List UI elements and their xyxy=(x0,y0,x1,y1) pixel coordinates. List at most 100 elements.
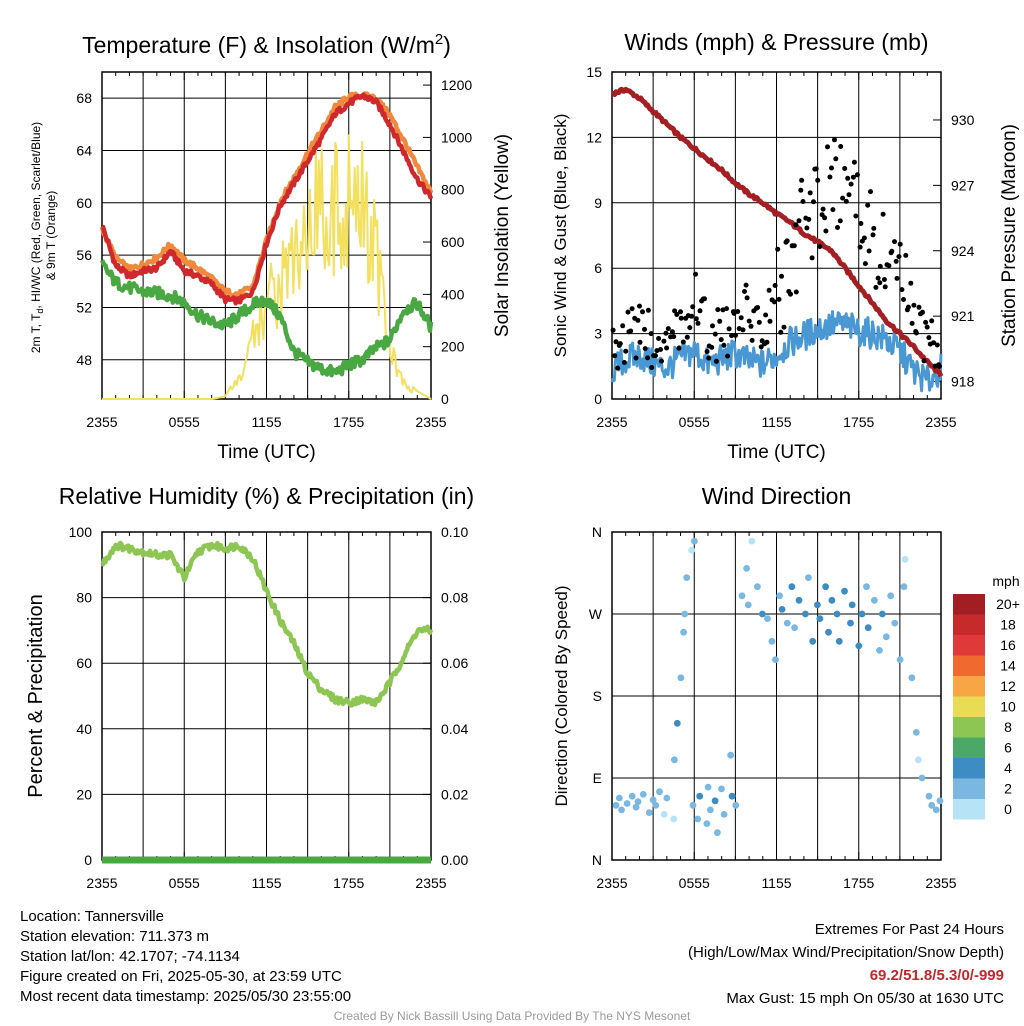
gust-point xyxy=(865,202,871,208)
footer-location: Location: Tannersville xyxy=(20,908,164,925)
x-tick-label: 0555 xyxy=(169,875,200,891)
x-tick-label: 0555 xyxy=(679,414,710,430)
gust-point xyxy=(840,195,846,201)
gust-point xyxy=(767,318,773,324)
direction-point xyxy=(660,811,668,818)
credit-line: Created By Nick Bassill Using Data Provi… xyxy=(333,1009,691,1023)
direction-point xyxy=(876,647,883,654)
gust-point xyxy=(870,232,876,238)
direction-point xyxy=(623,800,631,807)
gust-point xyxy=(811,199,816,205)
gust-point xyxy=(896,254,902,260)
gust-point xyxy=(923,319,929,325)
legend-swatch xyxy=(953,717,985,738)
direction-point xyxy=(696,792,704,800)
legend-swatch xyxy=(953,737,985,758)
pressure-y-tick-label: 930 xyxy=(951,112,975,128)
insolation-y-tick-label: 0 xyxy=(441,391,449,407)
legend-label: 18 xyxy=(1000,617,1016,633)
direction-point xyxy=(732,801,740,809)
gust-point xyxy=(620,323,626,329)
gust-point xyxy=(873,284,879,290)
gust-point xyxy=(637,303,642,309)
gust-point xyxy=(911,302,917,308)
direction-point xyxy=(816,615,824,622)
gust-point xyxy=(709,344,715,350)
x-tick-label: 1755 xyxy=(843,875,874,891)
chart-title-temperature: Temperature (F) & Insolation (W/m2) xyxy=(82,31,451,58)
precip-y-tick-label: 0.08 xyxy=(441,590,468,606)
y-axis-label-temperature-line2: & 9m T (Orange) xyxy=(44,191,58,281)
direction-point xyxy=(615,794,623,802)
gust-point xyxy=(850,174,856,180)
chart-title-humidity: Relative Humidity (%) & Precipitation (i… xyxy=(59,483,474,509)
direction-point xyxy=(681,610,689,618)
wind-y-tick-label: 12 xyxy=(586,129,602,145)
direction-point xyxy=(634,798,642,806)
direction-point xyxy=(932,806,940,814)
direction-y-tick-label: N xyxy=(592,852,602,868)
gust-point xyxy=(637,339,643,345)
x-tick-label: 1155 xyxy=(251,414,281,430)
gust-point xyxy=(756,319,762,325)
legend-label: 12 xyxy=(1000,678,1016,694)
legend-label: 4 xyxy=(1004,760,1012,776)
insolation-y-tick-label: 200 xyxy=(441,339,465,355)
x-tick-label: 2355 xyxy=(925,414,956,430)
gust-point xyxy=(729,333,735,339)
gust-point xyxy=(809,255,815,261)
gust-point xyxy=(892,239,897,245)
footer-recent: Most recent data timestamp: 2025/05/30 2… xyxy=(20,988,352,1005)
direction-point xyxy=(694,815,702,823)
chart-title-winds: Winds (mph) & Pressure (mb) xyxy=(624,29,928,55)
direction-point xyxy=(652,801,660,809)
gust-point xyxy=(880,211,886,217)
gust-point xyxy=(778,329,784,335)
gust-point xyxy=(827,174,833,180)
wind-y-tick-label: 6 xyxy=(594,260,602,276)
direction-point xyxy=(728,792,736,800)
legend-label: 2 xyxy=(1004,781,1012,797)
direction-point xyxy=(936,797,944,805)
gust-point xyxy=(877,280,883,286)
gust-point xyxy=(678,309,683,315)
direction-point xyxy=(863,583,870,591)
direction-point xyxy=(900,583,908,591)
direction-point xyxy=(718,785,725,793)
gust-point xyxy=(833,156,839,162)
gust-point xyxy=(837,218,843,224)
direction-point xyxy=(841,587,848,595)
direction-point xyxy=(680,628,687,636)
gust-point xyxy=(842,166,848,171)
gust-point xyxy=(610,327,616,333)
gust-point xyxy=(642,346,648,352)
direction-point xyxy=(711,797,719,805)
gust-point xyxy=(857,244,863,250)
direction-point xyxy=(720,811,728,818)
gust-point xyxy=(633,355,639,361)
gust-point xyxy=(846,192,852,198)
gust-point xyxy=(656,336,662,341)
direction-point xyxy=(882,633,890,641)
insolation-y-tick-label: 1200 xyxy=(441,77,472,93)
temp-y-tick-label: 56 xyxy=(76,247,92,263)
gust-point xyxy=(913,330,919,336)
direction-point xyxy=(887,592,895,600)
gust-point xyxy=(788,291,793,297)
gust-point xyxy=(854,172,860,178)
gust-point xyxy=(937,363,942,369)
wind-y-tick-label: 3 xyxy=(594,326,602,342)
gust-point xyxy=(702,296,707,302)
gust-point xyxy=(793,222,799,228)
insolation-y-tick-label: 1000 xyxy=(441,129,472,145)
gust-point xyxy=(736,326,742,332)
gust-point xyxy=(858,221,864,226)
wind-y-tick-label: 0 xyxy=(594,391,602,407)
gust-point xyxy=(843,198,849,204)
gust-point xyxy=(678,315,684,321)
legend-swatch xyxy=(953,778,985,799)
direction-point xyxy=(628,792,636,800)
gust-point xyxy=(775,246,781,252)
footer-created: Figure created on Fri, 2025-05-30, at 23… xyxy=(20,968,342,985)
direction-point xyxy=(612,801,620,809)
